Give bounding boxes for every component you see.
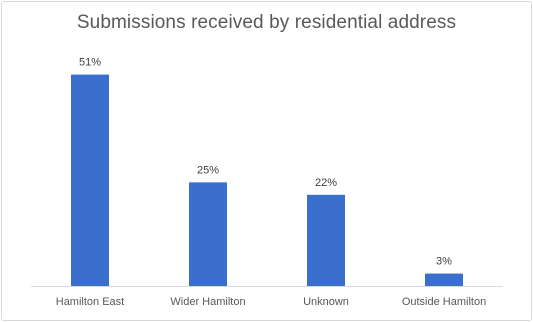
bar-hamilton-east	[71, 74, 109, 286]
category-labels-group: Hamilton East Wider Hamilton Unknown Outsid…	[56, 296, 486, 308]
category-label: Unknown	[303, 296, 349, 308]
data-label: 22%	[315, 177, 337, 189]
category-label: Hamilton East	[56, 296, 124, 308]
chart-title: Submissions received by residential addr…	[76, 12, 457, 33]
bar-outside-hamilton	[425, 273, 463, 286]
data-labels-group: 51% 25% 22% 3%	[79, 57, 452, 268]
data-label: 3%	[436, 256, 452, 268]
bar-unknown	[307, 194, 345, 286]
data-label: 25%	[197, 164, 219, 176]
bar-wider-hamilton	[189, 182, 227, 286]
category-label: Wider Hamilton	[170, 296, 245, 308]
category-label: Outside Hamilton	[402, 296, 486, 308]
data-label: 51%	[79, 57, 101, 69]
bars-group	[71, 74, 463, 286]
